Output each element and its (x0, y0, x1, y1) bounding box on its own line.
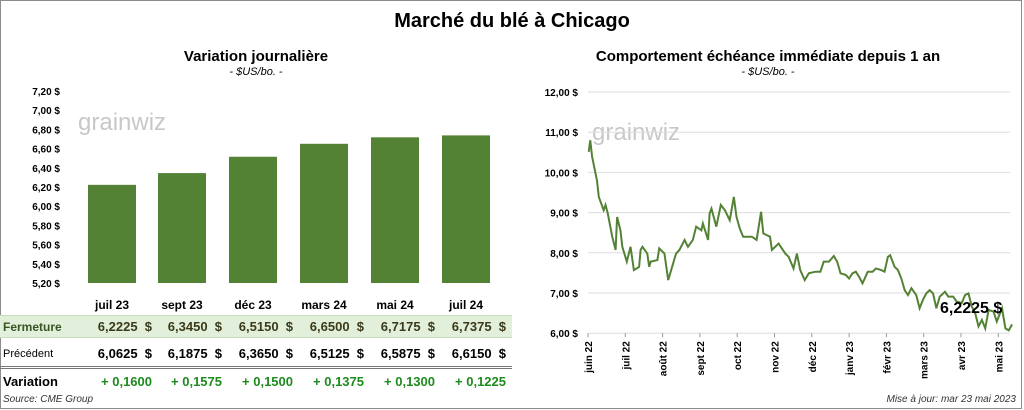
y-tick-label: 5,40 $ (32, 260, 60, 271)
x-tick-label: oct 22 (733, 341, 744, 370)
bar-déc-23 (229, 156, 277, 283)
x-tick-label: avr 23 (957, 341, 968, 370)
x-tick-label: nov 22 (771, 341, 782, 373)
table-cell: + 0,1575 (171, 374, 222, 389)
row-label: Précédent (3, 347, 54, 360)
table-cell: 6,5875 $ (380, 346, 435, 361)
y-tick-label: 12,00 $ (545, 88, 579, 99)
bar-mars-24 (300, 143, 348, 283)
table-cell: 6,3450 $ (167, 319, 222, 334)
table-row: Variation + 0,1600 + 0,1575 + 0,1500 + 0,137… (0, 370, 512, 393)
table-cell: 6,5125 $ (309, 346, 364, 361)
x-tick-label: août 22 (659, 341, 670, 376)
row-label: Variation (3, 374, 58, 389)
column-header: mars 24 (301, 297, 347, 312)
table-cell: 6,0625 $ (97, 346, 152, 361)
x-tick-label: déc 22 (808, 341, 819, 373)
table-cell: 6,7375 $ (451, 319, 506, 334)
update-date: Mise à jour: mar 23 mai 2023 (886, 394, 1016, 405)
y-tick-label: 10,00 $ (545, 168, 579, 179)
y-tick-label: 6,60 $ (32, 145, 60, 156)
x-tick-label: mars 23 (920, 341, 931, 379)
table-cell: 6,3650 $ (238, 346, 293, 361)
bar-chart: grainwiz 5,20 $ 5,40 $ 5,60 $ 5,80 $ 6,00 $ 6,… (32, 87, 490, 290)
table-cell: + 0,1375 (313, 374, 364, 389)
y-tick-label: 7,00 $ (550, 289, 578, 300)
y-tick-label: 5,80 $ (32, 221, 60, 232)
y-tick-label: 7,20 $ (32, 87, 60, 98)
y-tick-label: 8,00 $ (550, 249, 578, 260)
bar-juil-23 (88, 184, 136, 283)
y-tick-label: 6,40 $ (32, 164, 60, 175)
table-row: Fermeture 6,2225 $ 6,3450 $ 6,5150 $ 6,6500 … (0, 315, 512, 338)
price-line (587, 140, 1013, 332)
right-chart-unit: - $US/bo. - (741, 66, 795, 78)
y-tick-label: 11,00 $ (545, 128, 578, 139)
column-header: sept 23 (161, 297, 203, 312)
column-header: juil 24 (448, 297, 483, 312)
table-cell: 6,2225 $ (97, 319, 152, 334)
column-header: déc 23 (234, 297, 272, 312)
table-header-row: juil 23 sept 23 déc 23 mars 24 mai 24 juil 24 (0, 293, 512, 316)
x-tick-label: juil 22 (621, 341, 632, 371)
x-tick-label: juin 22 (584, 341, 595, 374)
bar-juil-24 (442, 135, 490, 283)
x-tick-label: mai 23 (994, 341, 1005, 373)
x-tick-label: janv 23 (845, 341, 856, 376)
left-chart-title: Variation journalière (183, 48, 329, 65)
y-tick-label: 6,80 $ (32, 125, 60, 136)
right-chart-title: Comportement échéance immédiate depuis 1… (595, 48, 941, 65)
y-tick-label: 9,00 $ (550, 209, 578, 220)
bar-mai-24 (371, 137, 419, 283)
y-tick-label: 5,60 $ (32, 241, 60, 252)
x-tick-label: sept 22 (696, 341, 707, 376)
column-header: mai 24 (376, 297, 414, 312)
table-cell: 6,6500 $ (309, 319, 364, 334)
table-cell: 6,7175 $ (380, 319, 435, 334)
watermark-logo: grainwiz (78, 109, 166, 136)
table-cell: + 0,1300 (384, 374, 435, 389)
table-row: Précédent 6,0625 $ 6,1875 $ 6,3650 $ 6,5125 … (0, 342, 512, 365)
x-tick-label: févr 23 (882, 341, 893, 374)
table-cell: + 0,1600 (101, 374, 152, 389)
row-label: Fermeture (3, 319, 62, 334)
y-tick-label: 7,00 $ (32, 106, 60, 117)
y-tick-label: 6,00 $ (550, 329, 578, 340)
table-cell: + 0,1225 (455, 374, 506, 389)
bar-sept-23 (158, 173, 206, 283)
table-cell: 6,5150 $ (238, 319, 293, 334)
y-tick-label: 6,20 $ (32, 183, 60, 194)
last-price-label: 6,2225 $ (940, 300, 1003, 317)
left-chart-unit: - $US/bo. - (229, 66, 283, 78)
table-cell: + 0,1500 (242, 374, 293, 389)
y-tick-label: 6,00 $ (32, 202, 60, 213)
table-divider (0, 366, 512, 369)
table-cell: 6,6150 $ (451, 346, 506, 361)
source-note: Source: CME Group (3, 394, 94, 405)
column-header: juil 23 (94, 297, 129, 312)
page-title: Marché du blé à Chicago (394, 10, 630, 32)
y-tick-label: 5,20 $ (32, 279, 60, 290)
table-cell: 6,1875 $ (167, 346, 222, 361)
